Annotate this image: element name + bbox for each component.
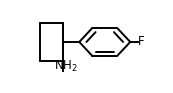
Text: NH$_2$: NH$_2$ bbox=[54, 59, 78, 74]
Text: F: F bbox=[138, 35, 145, 48]
